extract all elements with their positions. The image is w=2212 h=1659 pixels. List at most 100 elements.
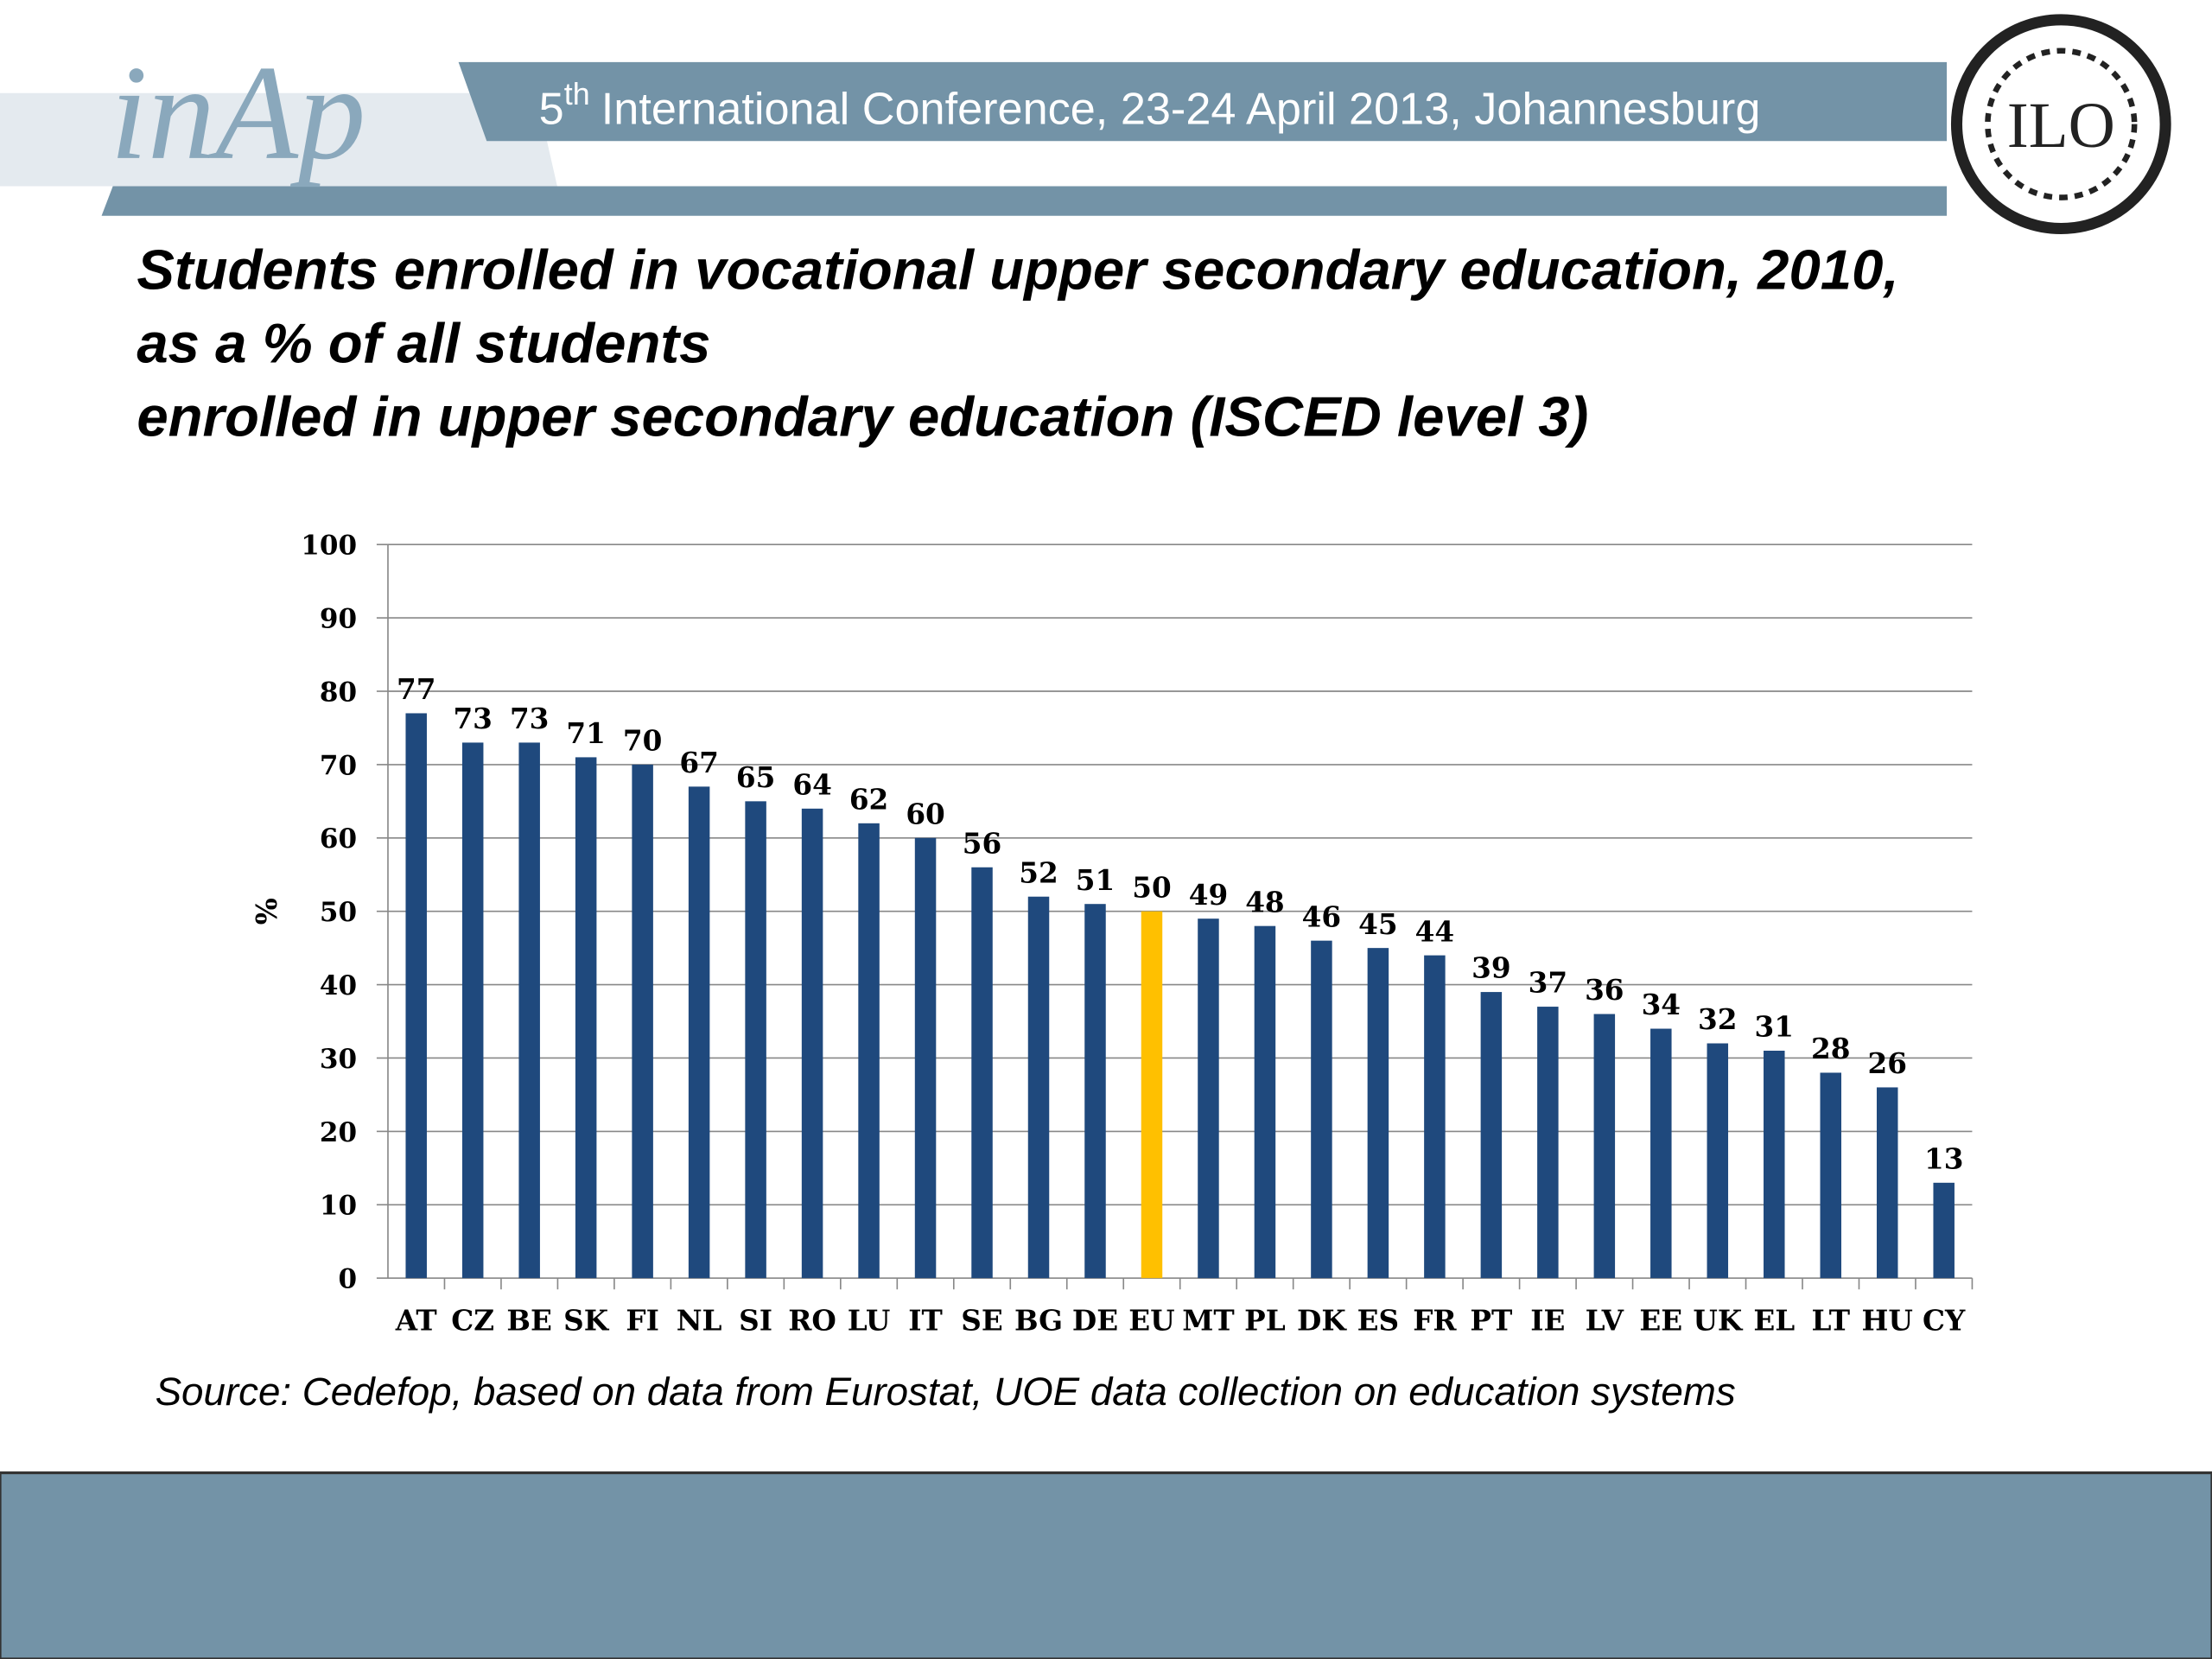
y-tick-label: 30	[320, 1044, 357, 1075]
y-tick-label: 90	[320, 604, 357, 635]
header-band	[0, 92, 557, 187]
bar	[1707, 1043, 1729, 1279]
value-label: 65	[736, 760, 775, 794]
bar	[1027, 896, 1050, 1279]
y-tick-label: 10	[320, 1191, 357, 1222]
logo: inAp	[110, 37, 365, 188]
value-label: 45	[1358, 907, 1397, 941]
bar	[1933, 1182, 1955, 1279]
x-tick-label: EL	[1753, 1304, 1795, 1338]
x-tick-label: HU	[1862, 1304, 1913, 1338]
bar	[405, 713, 427, 1279]
bar	[1367, 948, 1389, 1279]
bar	[1311, 940, 1332, 1279]
x-tick-label: AT	[395, 1304, 437, 1338]
bar	[1198, 918, 1219, 1279]
value-label: 44	[1415, 914, 1454, 948]
bar	[971, 867, 993, 1279]
y-tick-label: 100	[301, 531, 357, 562]
title-line: as a % of all students	[137, 312, 710, 375]
bar	[461, 742, 484, 1279]
value-label: 70	[623, 724, 662, 758]
bar	[1537, 1007, 1559, 1279]
value-label: 52	[1019, 855, 1058, 889]
value-label: 39	[1471, 951, 1510, 985]
x-tick-label: UK	[1693, 1304, 1743, 1338]
bar	[632, 764, 653, 1279]
value-label: 62	[849, 782, 888, 816]
footer-band	[0, 1471, 2212, 1659]
bar	[745, 801, 766, 1279]
value-label: 28	[1811, 1032, 1850, 1065]
value-label: 73	[510, 702, 549, 735]
value-label: 64	[792, 768, 831, 802]
value-label: 26	[1868, 1046, 1907, 1080]
x-tick-label: PT	[1470, 1304, 1512, 1338]
title-line: enrolled in upper secondary education (I…	[137, 385, 1588, 448]
x-tick-label: NL	[677, 1304, 722, 1338]
y-tick-label: 40	[320, 970, 357, 1001]
x-tick-label: ES	[1357, 1304, 1399, 1338]
x-tick-label: DK	[1297, 1304, 1347, 1338]
conference: 5th International Conference, 23-24 April…	[539, 76, 1761, 135]
value-label: 56	[963, 826, 1001, 860]
bar	[1820, 1072, 1841, 1279]
x-tick-label: EU	[1128, 1304, 1174, 1338]
x-tick-label: SI	[739, 1304, 772, 1338]
x-tick-label: LT	[1811, 1304, 1850, 1338]
y-tick-label: 60	[320, 823, 357, 855]
bar	[575, 757, 597, 1279]
value-label: 71	[566, 716, 605, 750]
x-tick-label: IE	[1530, 1304, 1565, 1338]
bar	[1084, 904, 1106, 1279]
bar	[1876, 1087, 1898, 1279]
bar	[1764, 1051, 1785, 1279]
y-axis-label: %	[250, 898, 283, 925]
header-bar	[101, 186, 1948, 216]
conference-suffix: th	[564, 76, 590, 111]
x-tick-label: BE	[506, 1304, 551, 1338]
y-tick-label: 80	[320, 677, 357, 708]
x-tick-label: FR	[1413, 1304, 1457, 1338]
bar	[1424, 955, 1446, 1279]
value-label: 34	[1642, 988, 1681, 1021]
x-tick-label: LU	[848, 1304, 891, 1338]
x-tick-label: DE	[1072, 1304, 1118, 1338]
x-tick-label: SE	[961, 1304, 1002, 1338]
x-tick-label: SK	[563, 1304, 610, 1338]
value-label: 73	[453, 702, 492, 735]
bar	[858, 823, 880, 1279]
bar	[518, 742, 540, 1279]
value-label: 31	[1755, 1010, 1794, 1044]
value-label: 67	[679, 746, 718, 779]
conference-banner	[458, 61, 1948, 142]
value-label: 46	[1302, 899, 1341, 933]
value-label: 49	[1189, 878, 1228, 912]
bar	[801, 808, 823, 1279]
conference-text: International Conference, 23-24 April 20…	[601, 85, 1761, 135]
y-tick-label: 0	[338, 1264, 357, 1295]
value-label: 13	[1924, 1141, 1963, 1175]
x-tick-label: FI	[626, 1304, 658, 1338]
value-label: 36	[1585, 973, 1624, 1007]
x-tick-label: RO	[788, 1304, 836, 1338]
value-label: 77	[397, 672, 435, 706]
ilo-logo: ILO	[2007, 90, 2115, 162]
value-label: 60	[906, 797, 944, 830]
source: Source: Cedefop, based on data from Euro…	[156, 1370, 1736, 1414]
bar	[914, 837, 937, 1279]
y-tick-label: 70	[320, 750, 357, 781]
conference-number: 5	[539, 85, 564, 135]
value-label: 50	[1132, 870, 1171, 904]
y-tick-label: 50	[320, 897, 357, 928]
plot: 0 10 20 30 40 50 60 70 80 90 100 AT 77 CZ 73 BE 73 SK 71 FI…	[301, 531, 1974, 1338]
x-tick-label: BG	[1014, 1304, 1063, 1338]
x-tick-label: CZ	[451, 1304, 494, 1338]
x-tick-label: MT	[1182, 1304, 1234, 1338]
x-tick-label: LV	[1586, 1304, 1624, 1338]
bar	[1650, 1028, 1672, 1279]
y-tick-label: 20	[320, 1117, 357, 1148]
bar	[688, 786, 710, 1279]
